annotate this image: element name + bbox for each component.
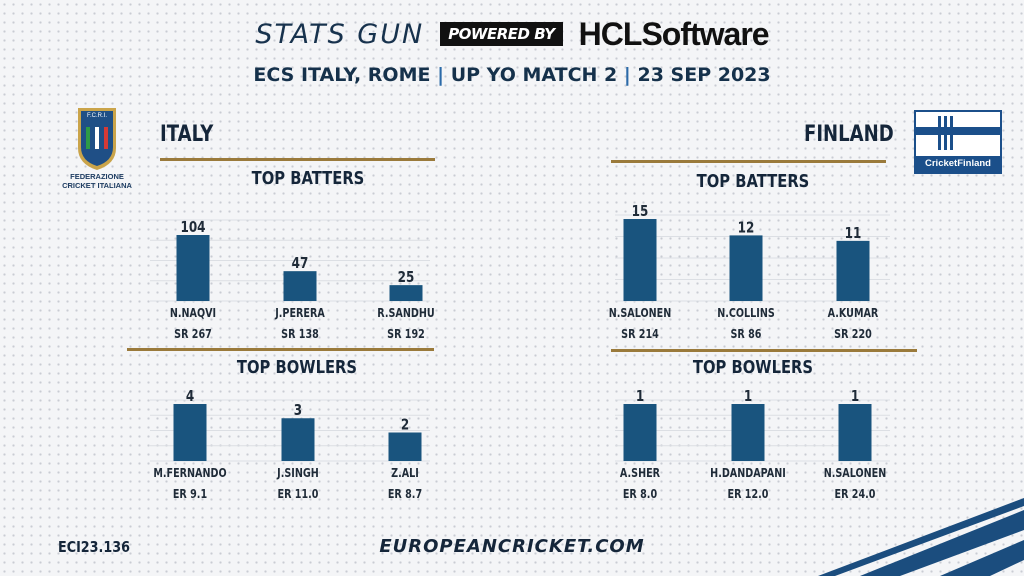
data-label: 1 — [851, 388, 859, 406]
finland-logo: CricketFinland — [914, 110, 1002, 174]
bar[interactable] — [623, 404, 657, 461]
category-label: N.SALONEN — [824, 466, 887, 480]
rate-label: SR 214 — [621, 327, 659, 341]
italy-caption-line2: CRICKET ITALIANA — [62, 181, 132, 190]
bar[interactable] — [173, 404, 207, 461]
bar[interactable] — [389, 285, 423, 301]
team-name-finland: FINLAND — [804, 122, 894, 147]
data-label: 104 — [180, 219, 205, 237]
rate-label: ER 8.7 — [388, 487, 422, 501]
italy-top-bowlers-title: TOP BOWLERS — [236, 357, 358, 378]
match-separator: | — [437, 64, 445, 86]
bar[interactable] — [731, 404, 765, 461]
bar[interactable] — [623, 219, 657, 301]
italy-section-divider — [127, 348, 434, 351]
data-label: 25 — [398, 269, 415, 287]
data-label: 11 — [845, 225, 862, 243]
rate-label: ER 11.0 — [278, 487, 319, 501]
fcri-shield-icon — [78, 108, 116, 170]
bar[interactable] — [838, 404, 872, 461]
bar[interactable] — [729, 235, 763, 301]
team-name-italy: ITALY — [160, 122, 214, 147]
data-label: 2 — [401, 416, 409, 434]
finland-header-divider — [611, 160, 886, 163]
data-label: 15 — [632, 203, 649, 221]
rate-label: ER 8.0 — [623, 487, 658, 501]
rate-label: SR 86 — [731, 327, 762, 341]
finland-logo-caption: CricketFinland — [916, 156, 1000, 172]
category-label: Z.ALI — [391, 466, 419, 480]
match-title: ECS ITALY, ROME | UP YO MATCH 2 | 23 SEP… — [0, 64, 1024, 86]
match-number: UP YO MATCH 2 — [450, 64, 618, 86]
category-label: J.PERERA — [274, 306, 325, 320]
italy-caption-line1: FEDERAZIONE — [70, 172, 124, 181]
sponsor-logo-text: HCLSoftware — [578, 15, 770, 52]
finland-section-divider — [611, 349, 917, 352]
category-label: A.KUMAR — [828, 306, 879, 320]
category-label: H.DANDAPANI — [710, 466, 786, 480]
rate-label: SR 220 — [834, 327, 872, 341]
bar[interactable] — [176, 235, 210, 301]
footer-code: ECI23.136 — [58, 538, 131, 556]
powered-by-badge: POWERED BY — [440, 22, 563, 46]
footer-website[interactable]: EUROPEANCRICKET.COM — [379, 536, 645, 557]
data-label: 3 — [294, 402, 302, 420]
italy-logo-caption: FEDERAZIONE CRICKET ITALIANA — [52, 172, 142, 190]
italy-header-divider — [160, 158, 435, 161]
category-label: N.NAQVI — [170, 306, 216, 320]
fcri-badge-text: F.C.R.I. — [86, 113, 107, 119]
bar[interactable] — [281, 418, 315, 461]
category-label: R.SANDHU — [377, 306, 434, 320]
match-date: 23 SEP 2023 — [637, 64, 771, 86]
category-label: N.COLLINS — [717, 306, 775, 320]
match-separator: | — [623, 64, 631, 86]
brand-title: STATS GUN — [255, 18, 425, 50]
category-label: M.FERNANDO — [153, 466, 226, 480]
italy-top-batters-title: TOP BATTERS — [251, 168, 365, 189]
finland-top-bowlers-title: TOP BOWLERS — [692, 357, 814, 378]
italy-logo: F.C.R.I. FEDERAZIONE CRICKET ITALIANA — [52, 106, 142, 192]
bar[interactable] — [283, 271, 317, 301]
bar[interactable] — [388, 432, 422, 462]
category-label: N.SALONEN — [609, 306, 672, 320]
rate-label: ER 12.0 — [728, 487, 769, 501]
data-label: 1 — [636, 388, 644, 406]
brand-row: STATS GUN POWERED BY HCLSoftware — [0, 14, 1024, 54]
data-label: 47 — [292, 255, 309, 273]
match-venue: ECS ITALY, ROME — [253, 64, 431, 86]
rate-label: ER 9.1 — [173, 487, 207, 501]
data-label: 1 — [744, 388, 752, 406]
rate-label: ER 24.0 — [835, 487, 876, 501]
rate-label: SR 267 — [174, 327, 212, 341]
cricket-finland-flag-icon — [916, 112, 1000, 154]
rate-label: SR 192 — [387, 327, 425, 341]
category-label: J.SINGH — [276, 466, 319, 480]
data-label: 4 — [186, 388, 194, 406]
data-label: 12 — [738, 219, 755, 237]
category-label: A.SHER — [620, 466, 661, 480]
finland-top-batters-title: TOP BATTERS — [696, 171, 810, 192]
bar[interactable] — [836, 240, 870, 301]
rate-label: SR 138 — [281, 327, 319, 341]
